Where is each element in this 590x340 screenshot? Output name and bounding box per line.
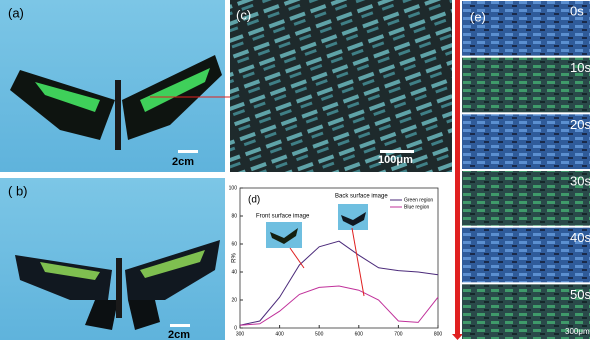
time-label: 50s [570,287,590,302]
time-label: 20s [570,117,590,132]
legend-label: Green region [404,197,433,203]
time-series: 0s 10s 20s 30s 40s 50s [462,1,590,339]
scale-label: 100μm [378,154,413,166]
panel-label: (a) [8,5,24,20]
panel-label: (c) [236,7,251,22]
arrow [452,0,463,340]
scale-bar [380,150,414,153]
micrograph [230,0,452,172]
y-axis-label: R% [232,253,238,263]
scale-label: 2cm [172,156,194,168]
x-tick-label: 400 [275,331,284,337]
y-tick-label: 20 [231,297,237,303]
figure: (a) 2cm ( b) 2cm (c) 100μm 0204060801003… [0,0,590,340]
time-label: 10s [570,60,590,75]
time-label: 30s [570,173,590,188]
annotation: Front surface image [256,214,310,220]
scale-label: 2cm [168,329,190,340]
y-tick-label: 40 [231,269,237,275]
time-label: 40s [570,230,590,245]
legend-label: Blue region [404,204,430,210]
panel-label: (d) [248,195,260,206]
x-tick-label: 600 [355,331,364,337]
scale-label: 300μm [565,327,590,336]
y-tick-label: 80 [231,213,237,219]
annotation: Back surface image [335,194,388,200]
scale-bar [170,324,190,327]
x-tick-label: 500 [315,331,324,337]
x-tick-label: 700 [394,331,403,337]
x-tick-label: 300 [236,331,245,337]
panel-label: (e) [470,9,486,24]
y-tick-label: 100 [229,185,238,191]
panel-label: ( b) [8,183,28,198]
x-tick-label: 800 [434,331,443,337]
y-tick-label: 60 [231,241,237,247]
time-label: 0s [570,3,584,18]
scale-bar [178,150,198,153]
